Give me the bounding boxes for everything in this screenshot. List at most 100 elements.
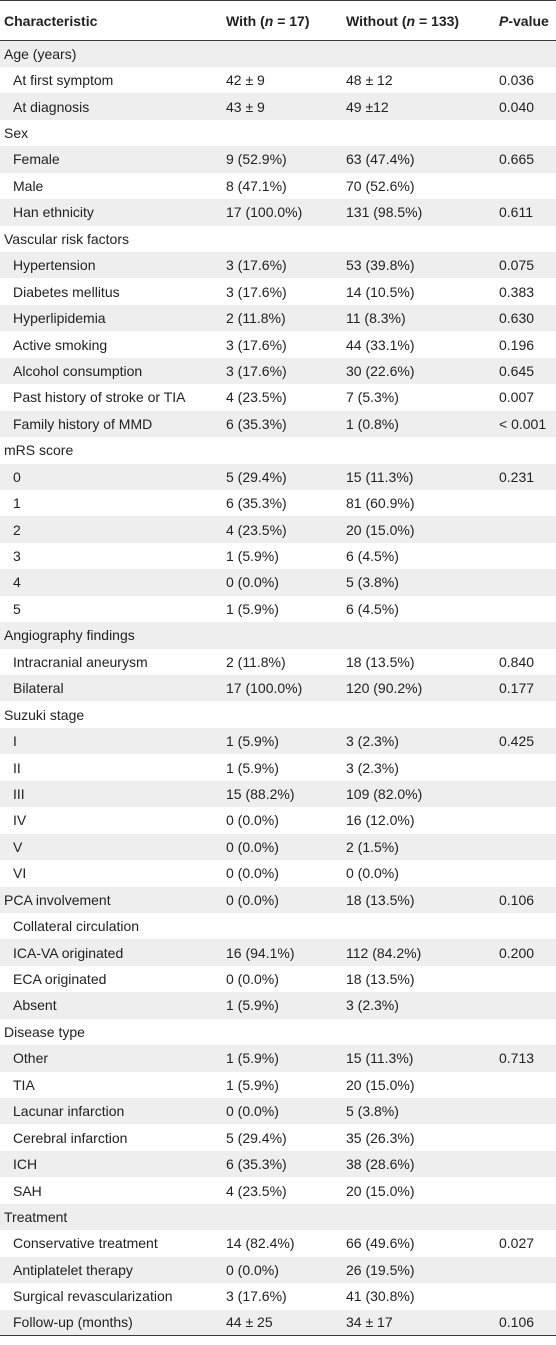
row-label: Diabetes mellitus [13, 283, 120, 300]
table-row: V 0 (0.0%) 2 (1.5%) [0, 833, 556, 861]
row-label: Disease type [4, 1023, 85, 1040]
cell-p-value [495, 437, 556, 463]
cell-without [342, 622, 495, 648]
row-label: 4 [13, 574, 21, 591]
row-label: Active smoking [13, 336, 108, 353]
cell-p-value [495, 1257, 556, 1283]
table-row: Hyperlipidemia 2 (11.8%) 11 (8.3%) 0.630 [0, 304, 556, 332]
cell-without: 53 (39.8%) [346, 257, 415, 274]
cell-p-value: 0.040 [499, 98, 535, 115]
table-row: Suzuki stage [0, 701, 556, 728]
cell-without: 18 (13.5%) [346, 653, 415, 670]
cell-with: 44 ± 25 [222, 1309, 342, 1337]
header-with-post: = 17) [273, 12, 310, 29]
cell-without: 112 (84.2%) [346, 944, 422, 961]
cell-with: 4 (23.5%) [226, 389, 287, 406]
table-row: ECA originated 0 (0.0%) 18 (13.5%) [0, 965, 556, 993]
cell-without: 0 (0.0%) [346, 865, 399, 882]
header-without: Without (n = 133) [342, 0, 495, 41]
row-label: Han ethnicity [13, 204, 94, 221]
table-row: Disease type [0, 1018, 556, 1046]
cell-without: 16 (12.0%) [346, 812, 415, 829]
table-row: 4 0 (0.0%) 5 (3.8%) [0, 569, 556, 596]
cell-p-value [495, 1098, 556, 1124]
cell-without: 3 (2.3%) [346, 733, 399, 750]
cell-without: 18 (13.5%) [346, 891, 415, 908]
table-row: Follow-up (months) 44 ± 25 34 ± 17 0.106 [0, 1309, 556, 1337]
table-row: VI 0 (0.0%) 0 (0.0%) [0, 860, 556, 887]
cell-with [222, 41, 342, 67]
row-label: 0 [13, 468, 21, 485]
cell-p-value: 0.200 [499, 944, 535, 961]
row-label: Absent [13, 997, 57, 1014]
table-row: Collateral circulation [0, 912, 556, 940]
table-row: Hypertension 3 (17.6%) 53 (39.8%) 0.075 [0, 252, 556, 279]
cell-with [222, 622, 342, 648]
row-label: Male [13, 177, 44, 194]
cell-with: 1 (5.9%) [226, 997, 279, 1014]
cell-without: 49 ±12 [346, 98, 389, 115]
cell-p-value [495, 913, 556, 939]
cell-with: 4 (23.5%) [226, 1182, 287, 1199]
row-label: TIA [13, 1076, 35, 1093]
cell-p-value [495, 834, 556, 860]
table-row: Diabetes mellitus 3 (17.6%) 14 (10.5%) 0.38… [0, 278, 556, 305]
cell-with: 5 (29.4%) [226, 468, 287, 485]
table-row: II 1 (5.9%) 3 (2.3%) [0, 754, 556, 781]
cell-p-value [495, 569, 556, 595]
cell-without: 35 (26.3%) [346, 1129, 415, 1146]
row-label: PCA involvement [4, 891, 111, 908]
cell-with: 1 (5.9%) [226, 733, 279, 750]
table-row: SAH 4 (23.5%) 20 (15.0%) [0, 1177, 556, 1204]
header-p-rest: -value [508, 12, 549, 29]
cell-p-value: 0.713 [499, 1050, 535, 1067]
header-characteristic: Characteristic [0, 0, 222, 41]
cell-with: 17 (100.0%) [226, 680, 303, 697]
cell-with [222, 1019, 342, 1045]
cell-without: 20 (15.0%) [346, 521, 415, 538]
cell-without [342, 1019, 495, 1045]
row-label: VI [13, 865, 27, 882]
cell-with: 6 (35.3%) [226, 1156, 287, 1173]
table-row: Other 1 (5.9%) 15 (11.3%) 0.713 [0, 1045, 556, 1072]
cell-with: 2 (11.8%) [226, 310, 286, 327]
cell-p-value: 0.425 [499, 733, 535, 750]
table-row: 1 6 (35.3%) 81 (60.9%) [0, 489, 556, 517]
cell-without [342, 226, 495, 252]
cell-p-value [495, 781, 556, 807]
cell-p-value: 0.106 [495, 1309, 556, 1337]
cell-without: 66 (49.6%) [346, 1235, 415, 1252]
row-label: At first symptom [13, 72, 114, 89]
cell-p-value [495, 1204, 556, 1230]
header-row: Characteristic With (n = 17) Without (n … [0, 0, 556, 41]
cell-with: 5 (29.4%) [226, 1129, 287, 1146]
header-with-pre: With ( [226, 12, 265, 29]
table-row: 3 1 (5.9%) 6 (4.5%) [0, 542, 556, 570]
cell-with: 0 (0.0%) [226, 865, 279, 882]
table-row: Alcohol consumption 3 (17.6%) 30 (22.6%) 0.… [0, 357, 556, 385]
table-row: Absent 1 (5.9%) 3 (2.3%) [0, 992, 556, 1019]
row-label: Conservative treatment [13, 1235, 158, 1252]
table-row: TIA 1 (5.9%) 20 (15.0%) [0, 1071, 556, 1098]
table-row: At first symptom 42 ± 9 48 ± 12 0.036 [0, 66, 556, 94]
row-label: I [13, 733, 17, 750]
table-row: At diagnosis 43 ± 9 49 ±12 0.040 [0, 93, 556, 120]
table-row: mRS score [0, 437, 556, 464]
cell-with: 14 (82.4%) [226, 1235, 295, 1252]
cell-with: 3 (17.6%) [226, 257, 287, 274]
cell-without: 81 (60.9%) [346, 495, 415, 512]
cell-with: 1 (5.9%) [226, 759, 279, 776]
row-label: Other [13, 1050, 49, 1067]
cell-without: 48 ± 12 [346, 72, 393, 89]
header-p-letter: P [499, 12, 509, 29]
cell-p-value: 0.645 [499, 362, 535, 379]
cell-p-value [495, 966, 556, 992]
table-row: 5 1 (5.9%) 6 (4.5%) [0, 595, 556, 623]
cell-without: 7 (5.3%) [346, 389, 399, 406]
cell-with: 8 (47.1%) [226, 177, 287, 194]
cell-p-value [495, 120, 556, 146]
cell-without: 109 (82.0%) [346, 785, 423, 802]
row-label: Hyperlipidemia [13, 310, 106, 327]
cell-p-value: 0.007 [499, 389, 535, 406]
cell-p-value [495, 1072, 556, 1098]
